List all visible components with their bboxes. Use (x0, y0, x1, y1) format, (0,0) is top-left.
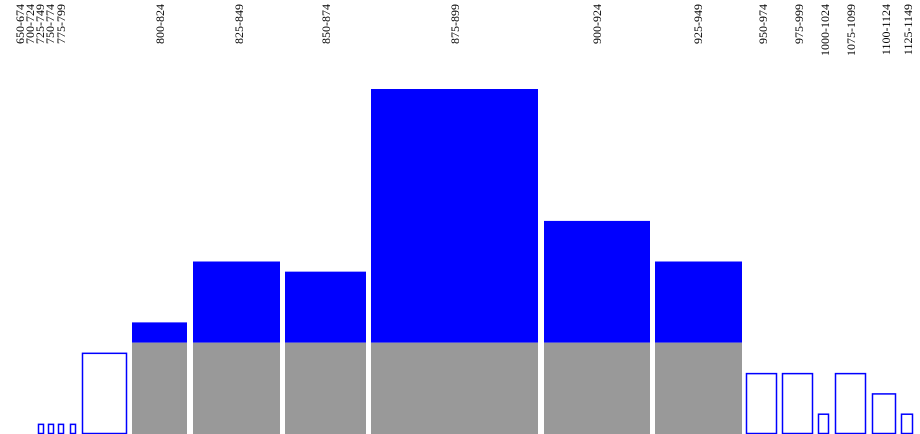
bar-outline-1000-1024 (817, 413, 830, 434)
tick-label-975-999: 975-999 (792, 4, 806, 44)
bar-base-900-924 (544, 342, 650, 434)
tick-label-825-849: 825-849 (232, 4, 246, 44)
bar-base-800-824 (132, 342, 187, 434)
bar-highlight-900-924 (544, 220, 650, 343)
bar-base-825-849 (193, 342, 280, 434)
bar-outline-1125-1149 (900, 413, 914, 434)
tick-label-1075-1099: 1075-1099 (844, 4, 858, 56)
bar-outline-1075-1099 (834, 372, 867, 434)
tick-label-925-949: 925-949 (691, 4, 705, 44)
bar-outline-750-774 (69, 423, 77, 434)
bar-outline-700-724 (47, 423, 55, 434)
bar-highlight-925-949 (655, 261, 742, 343)
bar-outline-950-974 (745, 372, 778, 434)
tick-label-750-774: 750-774 (43, 4, 57, 44)
tick-label-725-749: 725-749 (33, 4, 47, 44)
bars-group (37, 89, 914, 434)
tick-label-650-674: 650-674 (13, 4, 27, 44)
tick-label-775-799: 775-799 (54, 4, 68, 44)
tick-label-1100-1124: 1100-1124 (879, 4, 893, 55)
tick-label-800-824: 800-824 (153, 4, 167, 44)
bar-base-925-949 (655, 342, 742, 434)
bar-outline-1100-1124 (871, 393, 897, 434)
bar-base-850-874 (285, 342, 366, 434)
bar-outline-650-674 (37, 423, 45, 434)
tick-label-875-899: 875-899 (448, 4, 462, 44)
tick-label-950-974: 950-974 (756, 4, 770, 44)
bar-outline-975-999 (781, 372, 814, 434)
tick-label-1125-1149: 1125-1149 (901, 4, 915, 55)
bar-base-875-899 (371, 342, 538, 434)
bar-highlight-875-899 (371, 89, 538, 343)
bar-highlight-825-849 (193, 261, 280, 343)
bar-outline-725-749 (57, 423, 65, 434)
tick-label-900-924: 900-924 (590, 4, 604, 44)
bar-outline-775-799 (81, 352, 128, 434)
bar-highlight-800-824 (132, 322, 187, 343)
tick-label-700-724: 700-724 (23, 4, 37, 44)
tick-label-850-874: 850-874 (319, 4, 333, 44)
bar-highlight-850-874 (285, 271, 366, 343)
tick-label-1000-1024: 1000-1024 (818, 4, 832, 56)
